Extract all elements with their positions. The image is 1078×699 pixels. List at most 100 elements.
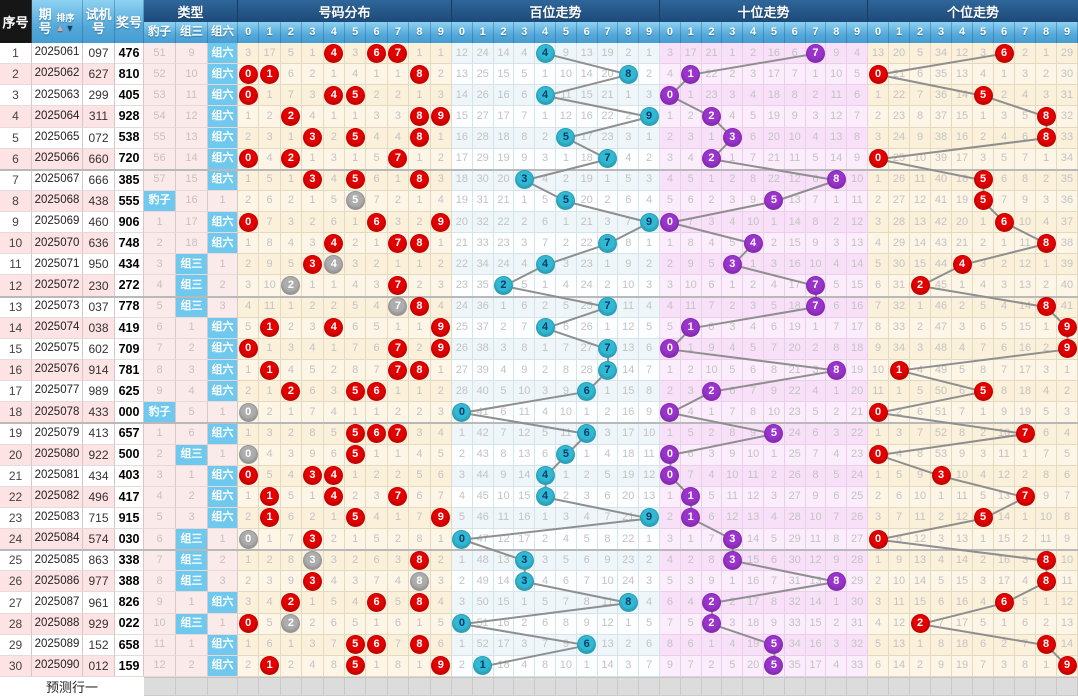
- hit-circle-dist-8: 8: [409, 550, 429, 570]
- row-4-test: 311: [83, 106, 115, 128]
- hit-circle-hund-9: 9: [639, 106, 659, 126]
- cell-hund-row6-d7: 7: [597, 148, 619, 170]
- cell-tens-row9-d1: 7: [680, 212, 702, 234]
- cell-unit-row7-d4: 18: [952, 169, 973, 191]
- cell-unit-row6-d9: 34: [1057, 148, 1078, 170]
- cell-tens-row16-d6: 21: [784, 360, 806, 382]
- row-28-type-bz: 10: [144, 613, 176, 635]
- row-30-type-z3: 2: [176, 655, 208, 677]
- cell-unit-row11-d0: 5: [868, 254, 889, 276]
- cell-dist-row20-d9: 5: [430, 444, 452, 466]
- hit-circle-unit-8: 8: [1036, 550, 1056, 570]
- cell-hund-row16-d5: 8: [556, 360, 577, 382]
- cell-tens-row24-d8: 8: [826, 529, 848, 551]
- cell-tens-row8-d1: 6: [680, 190, 702, 213]
- row-14-test: 038: [83, 317, 115, 339]
- cell-unit-row11-d4: 4: [952, 254, 973, 276]
- cell-unit-row4-d7: 5: [1015, 106, 1036, 128]
- cell-tens-row21-d5: 2: [764, 465, 785, 487]
- cell-dist-row5-d5: 5: [345, 127, 367, 149]
- row-9-period: 2025069: [32, 212, 83, 234]
- cell-dist-row12-d0: 3: [238, 275, 260, 297]
- cell-unit-row1-d9: 29: [1057, 43, 1078, 65]
- cell-dist-row23-d6: 4: [366, 507, 388, 530]
- cell-unit-row15-d1: 34: [889, 338, 910, 360]
- prediction-cell-14: [472, 677, 494, 696]
- cell-hund-row2-d5: 10: [556, 64, 577, 86]
- hit-circle-dist-0: 0: [238, 402, 258, 422]
- cell-tens-row27-d5: 8: [764, 592, 785, 614]
- cell-tens-row1-d9: 4: [847, 43, 868, 65]
- row-5-seq: 5: [0, 127, 32, 149]
- cell-unit-row28-d8: 2: [1036, 613, 1057, 635]
- row-21-period: 2025081: [32, 465, 83, 487]
- cell-dist-row18-d3: 7: [302, 402, 324, 424]
- cell-hund-row27-d2: 15: [493, 592, 515, 614]
- cell-unit-row24-d2: 12: [910, 529, 931, 551]
- prediction-cell-31: [826, 677, 848, 696]
- cell-hund-row11-d9: 2: [639, 254, 660, 276]
- prediction-cell-29: [784, 677, 806, 696]
- cell-unit-row16-d8: 3: [1036, 360, 1057, 382]
- hit-circle-dist-5: 5: [345, 423, 365, 443]
- cell-hund-row10-d8: 8: [618, 233, 640, 255]
- cell-dist-row6-d5: 1: [345, 148, 367, 170]
- cell-dist-row29-d4: 7: [323, 634, 345, 656]
- cell-unit-row13-d4: 2: [952, 296, 973, 318]
- cell-hund-row25-d1: 48: [472, 550, 494, 572]
- cell-unit-row6-d7: 7: [1015, 148, 1036, 170]
- cell-dist-row1-d3: 1: [302, 43, 324, 65]
- cell-unit-row3-d7: 4: [1015, 85, 1036, 107]
- cell-tens-row24-d5: 5: [764, 529, 785, 551]
- cell-tens-row10-d5: 2: [764, 233, 785, 255]
- cell-hund-row20-d8: 18: [618, 444, 640, 466]
- cell-dist-row1-d7: 7: [387, 43, 410, 65]
- cell-unit-row29-d3: 8: [931, 634, 952, 656]
- cell-unit-row3-d5: 5: [973, 85, 994, 107]
- prediction-cell-5: [280, 677, 303, 696]
- row-10-period: 2025070: [32, 233, 83, 255]
- cell-tens-row14-d4: 4: [743, 317, 764, 339]
- sort-desc-icon[interactable]: ▼: [65, 23, 76, 33]
- cell-tens-row4-d0: 1: [660, 106, 681, 128]
- row-2-period: 2025062: [32, 64, 83, 86]
- digit-header-unit-5: 5: [973, 22, 994, 43]
- sort-control[interactable]: 排序 ▲▼: [55, 11, 76, 33]
- cell-dist-row23-d0: 2: [238, 507, 260, 530]
- hit-circle-dist-1: 1: [260, 487, 280, 507]
- cell-tens-row26-d0: 5: [660, 571, 681, 593]
- cell-unit-row23-d8: 10: [1036, 507, 1057, 530]
- cell-tens-row15-d2: 9: [701, 338, 723, 360]
- hit-circle-hund-6: 6: [577, 423, 597, 443]
- prediction-cell-15: [493, 677, 515, 696]
- row-26-prize: 388: [115, 571, 144, 593]
- cell-tens-row29-d7: 16: [805, 634, 827, 656]
- cell-unit-row11-d1: 30: [889, 254, 910, 276]
- cell-dist-row26-d2: 9: [280, 571, 303, 593]
- digit-header-hund-7: 7: [597, 22, 619, 43]
- cell-hund-row20-d9: 11: [639, 444, 660, 466]
- row-18-period: 2025078: [32, 402, 83, 424]
- cell-unit-row23-d2: 11: [910, 507, 931, 530]
- cell-hund-row1-d7: 19: [597, 43, 619, 65]
- hit-circle-dist-7: 7: [388, 297, 408, 317]
- sort-asc-icon[interactable]: ▲: [55, 23, 66, 33]
- row-23-period: 2025083: [32, 507, 83, 530]
- row-22-prize: 417: [115, 486, 144, 508]
- cell-dist-row26-d4: 4: [323, 571, 345, 593]
- cell-dist-row1-d1: 17: [259, 43, 281, 65]
- hit-circle-unit-2: 2: [910, 614, 930, 634]
- cell-tens-row23-d4: 13: [743, 507, 764, 530]
- cell-unit-row13-d9: 41: [1057, 296, 1078, 318]
- cell-unit-row22-d9: 7: [1057, 486, 1078, 508]
- cell-unit-row30-d5: 7: [973, 655, 994, 677]
- cell-tens-row15-d7: 2: [805, 338, 827, 360]
- cell-unit-row1-d2: 5: [910, 43, 931, 65]
- cell-dist-row6-d2: 2: [280, 148, 303, 170]
- cell-tens-row14-d5: 6: [764, 317, 785, 339]
- row-7-period: 2025067: [32, 169, 83, 191]
- cell-dist-row5-d4: 2: [323, 127, 345, 149]
- cell-hund-row19-d8: 17: [618, 423, 640, 445]
- cell-tens-row25-d9: 28: [847, 550, 868, 572]
- cell-tens-row25-d0: 4: [660, 550, 681, 572]
